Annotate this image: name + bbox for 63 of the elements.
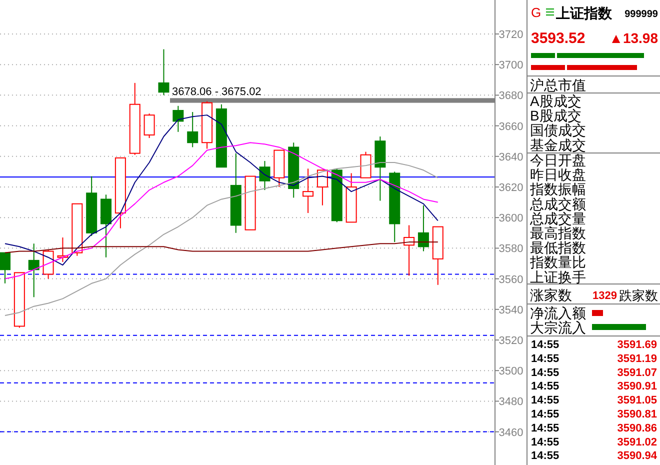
text: 3590.91 [617,380,657,393]
y-tick-label: 3660 [498,120,524,133]
candlestick [28,243,40,298]
candlestick [302,168,314,214]
text: 3590.94 [617,450,658,462]
text: 昨日收盘 [530,166,586,183]
text: ▲13.98 [609,30,658,46]
text: 14:55 [531,436,560,448]
text: 基金成交 [530,136,586,153]
y-tick-label: 3700 [498,60,524,72]
text: 国债成交 [530,122,586,138]
text: 14:55 [531,394,560,407]
text: 999999 [624,9,658,20]
text: 14:55 [531,450,560,462]
y-tick-label: 3500 [498,366,524,378]
text: 14:55 [531,408,560,420]
y-tick-label: 3640 [498,151,524,164]
text: G [531,5,542,20]
text: 14:55 [531,352,560,365]
text: 14:55 [531,366,560,379]
y-tick-label: 3460 [498,426,524,439]
text: 大宗流入 [530,320,586,336]
text: 最低指数 [530,240,586,256]
y-tick-label: 3520 [498,334,524,347]
text: 涨家数 [530,287,572,303]
y-tick-label: 3580 [498,243,524,256]
text: 3591.02 [617,436,657,448]
text: 沪总市值 [530,77,586,93]
text: 总成交量 [529,210,586,226]
text: 3590.86 [617,422,657,434]
y-tick-label: 3560 [498,274,524,286]
y-tick-label: 3680 [498,90,524,102]
y-tick-label: 3480 [498,396,524,408]
text: B股成交 [530,108,582,124]
text: 3591.05 [617,394,657,407]
text: 总成交额 [529,196,586,212]
text: 14:55 [531,380,560,393]
line-series [4,142,438,280]
text: 3591.69 [617,339,657,351]
candlestick [230,152,242,234]
line-series [4,162,438,316]
band-label: 3678.06 - 3675.02 [172,86,262,98]
text: 上证指数 [555,5,613,21]
y-tick-label: 3720 [498,28,524,41]
text: 指数振幅 [529,181,586,198]
text: 3590.81 [617,408,657,420]
y-tick-label: 3620 [498,182,524,194]
y-tick-label: 3600 [498,212,524,225]
text: 14:55 [531,422,560,434]
y-tick-label: 3540 [498,304,524,316]
text: 最高指数 [530,225,586,241]
text: 3591.07 [617,366,657,379]
text: 14:55 [531,339,560,351]
candlestick [259,160,270,191]
text: 3591.19 [617,352,657,365]
text: 3593.52 [531,30,586,47]
text: 跌家数 [619,288,658,303]
text: 1329 [592,290,617,302]
text: A股成交 [530,93,582,109]
text: 净流入额 [530,305,586,321]
text: 今日开盘 [530,152,586,168]
text: 上证换手 [530,268,586,285]
text: 指数量比 [529,254,586,270]
